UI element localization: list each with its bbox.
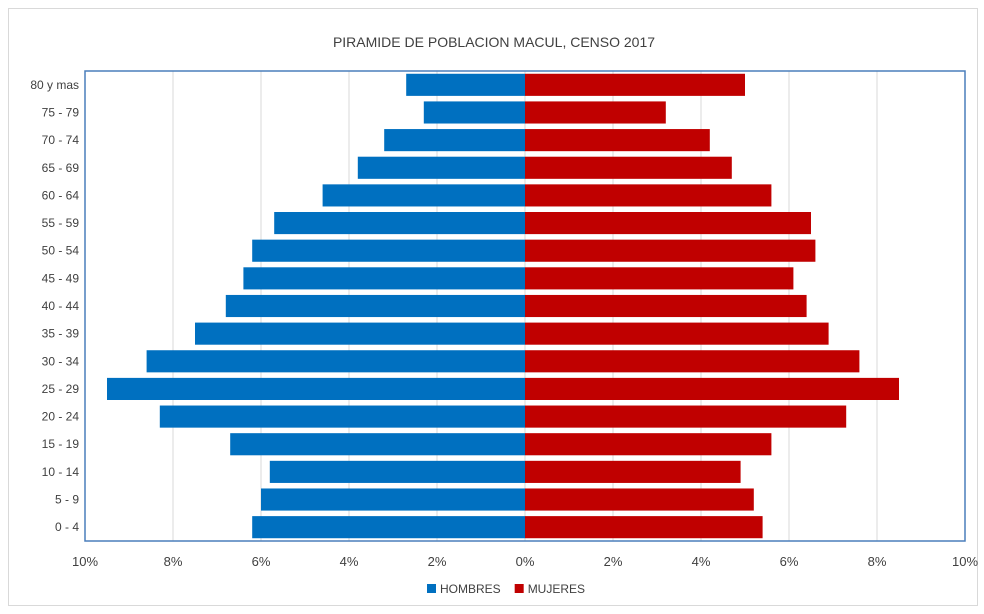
bars bbox=[107, 73, 899, 539]
population-pyramid-chart: PIRAMIDE DE POBLACION MACUL, CENSO 2017 … bbox=[30, 34, 978, 596]
y-category-label: 40 - 44 bbox=[42, 299, 80, 313]
bar-mujeres bbox=[525, 156, 732, 179]
chart-title: PIRAMIDE DE POBLACION MACUL, CENSO 2017 bbox=[333, 34, 655, 50]
y-category-label: 0 - 4 bbox=[55, 520, 79, 534]
bar-hombres bbox=[261, 488, 525, 511]
bar-mujeres bbox=[525, 184, 772, 207]
y-category-label: 50 - 54 bbox=[42, 244, 80, 258]
chart-frame: PIRAMIDE DE POBLACION MACUL, CENSO 2017 … bbox=[8, 8, 978, 606]
x-tick-label: 2% bbox=[604, 554, 623, 569]
bar-mujeres bbox=[525, 101, 666, 124]
y-category-label: 15 - 19 bbox=[42, 437, 80, 451]
bar-hombres bbox=[357, 156, 525, 179]
y-category-label: 35 - 39 bbox=[42, 327, 80, 341]
bar-mujeres bbox=[525, 405, 847, 428]
bar-hombres bbox=[423, 101, 525, 124]
x-tick-label: 4% bbox=[340, 554, 359, 569]
bar-hombres bbox=[230, 433, 525, 456]
bar-mujeres bbox=[525, 460, 741, 483]
bar-hombres bbox=[225, 294, 526, 318]
bar-mujeres bbox=[525, 377, 899, 400]
bar-mujeres bbox=[525, 239, 816, 262]
y-category-label: 80 y mas bbox=[30, 78, 79, 92]
y-category-label: 30 - 34 bbox=[42, 354, 80, 368]
bar-hombres bbox=[252, 239, 525, 262]
legend-label: MUJERES bbox=[528, 582, 585, 596]
bar-hombres bbox=[322, 184, 525, 207]
y-category-label: 5 - 9 bbox=[55, 493, 79, 507]
y-category-label: 45 - 49 bbox=[42, 271, 80, 285]
y-category-label: 75 - 79 bbox=[42, 105, 80, 119]
legend: HOMBRES MUJERES bbox=[427, 582, 585, 596]
bar-mujeres bbox=[525, 516, 763, 539]
y-category-label: 65 - 69 bbox=[42, 161, 80, 175]
x-tick-label: 0% bbox=[516, 554, 535, 569]
y-category-label: 60 - 64 bbox=[42, 188, 80, 202]
x-axis-labels: 10% 8% 6% 4% 2% 0% 2% 4% 6% 8% 10% bbox=[72, 554, 978, 569]
y-category-label: 55 - 59 bbox=[42, 216, 80, 230]
bar-mujeres bbox=[525, 73, 745, 96]
x-tick-label: 8% bbox=[868, 554, 887, 569]
bar-hombres bbox=[195, 322, 525, 345]
bar-hombres bbox=[107, 377, 525, 400]
bar-hombres bbox=[243, 267, 525, 290]
bar-mujeres bbox=[525, 267, 794, 290]
y-axis-labels: 80 y mas 75 - 79 70 - 74 65 - 69 60 - 64 55 -… bbox=[30, 78, 79, 534]
y-category-label: 70 - 74 bbox=[42, 133, 80, 147]
bar-hombres bbox=[406, 73, 525, 96]
x-tick-label: 8% bbox=[164, 554, 183, 569]
y-category-label: 20 - 24 bbox=[42, 410, 80, 424]
x-tick-label: 6% bbox=[252, 554, 271, 569]
bar-hombres bbox=[274, 212, 525, 235]
bar-hombres bbox=[252, 516, 525, 539]
bar-mujeres bbox=[525, 488, 754, 511]
x-tick-label: 4% bbox=[692, 554, 711, 569]
bar-hombres bbox=[159, 405, 526, 428]
bar-hombres bbox=[146, 350, 525, 373]
bar-mujeres bbox=[525, 350, 860, 373]
bar-hombres bbox=[269, 460, 525, 483]
plot-area-border bbox=[84, 70, 966, 542]
bar-mujeres bbox=[525, 129, 710, 152]
x-tick-label: 2% bbox=[428, 554, 447, 569]
bar-hombres bbox=[384, 129, 525, 152]
legend-swatch bbox=[427, 584, 436, 593]
bar-mujeres bbox=[525, 433, 772, 456]
x-tick-label: 10% bbox=[72, 554, 98, 569]
y-category-label: 25 - 29 bbox=[42, 382, 80, 396]
bar-mujeres bbox=[525, 294, 807, 318]
x-tick-label: 6% bbox=[780, 554, 799, 569]
y-category-label: 10 - 14 bbox=[42, 465, 80, 479]
x-tick-label: 10% bbox=[952, 554, 978, 569]
bar-mujeres bbox=[525, 322, 829, 345]
bar-mujeres bbox=[525, 212, 811, 235]
legend-swatch bbox=[514, 584, 524, 593]
legend-label: HOMBRES bbox=[440, 582, 501, 596]
